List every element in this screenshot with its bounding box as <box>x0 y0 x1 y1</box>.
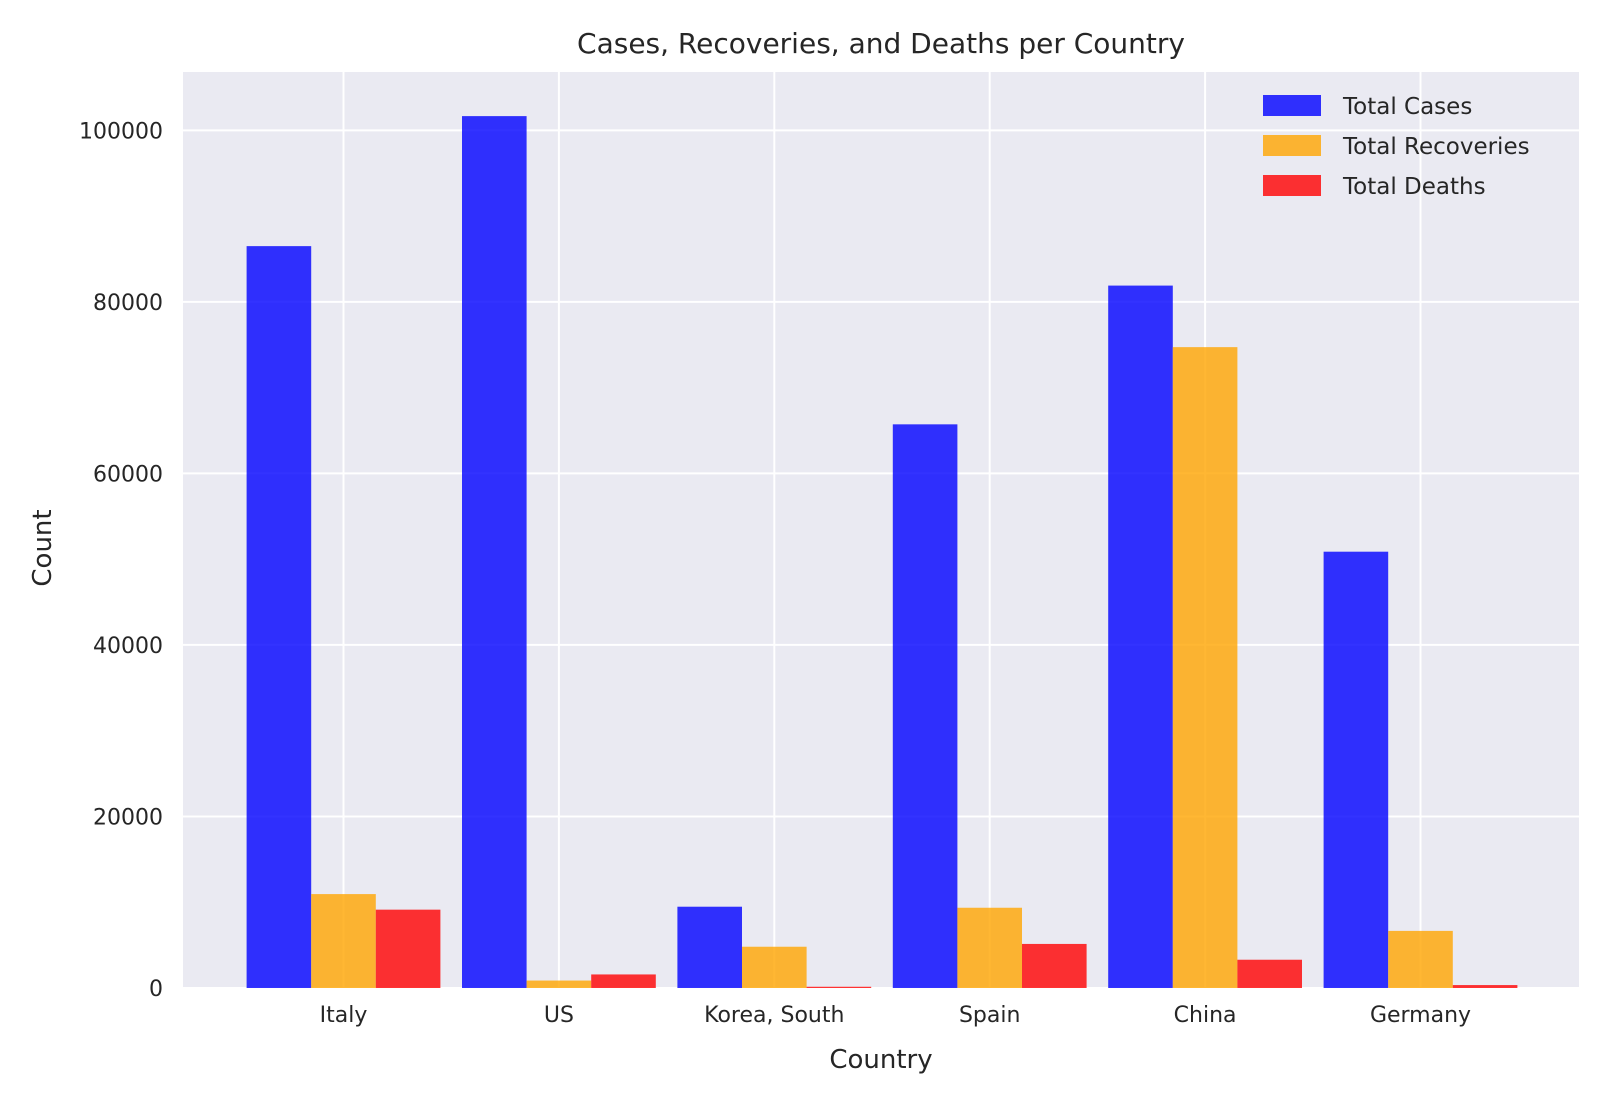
x-tick-label: Italy <box>320 1003 368 1028</box>
x-axis-title: Country <box>829 1045 932 1075</box>
x-tick-label: US <box>544 1003 574 1028</box>
y-tick-label: 0 <box>149 977 163 1002</box>
legend-label: Total Cases <box>1342 94 1472 120</box>
bar-total-recoveries-spain <box>957 907 1022 988</box>
chart-title: Cases, Recoveries, and Deaths per Countr… <box>577 27 1185 60</box>
bar-total-recoveries-korea-south <box>742 946 807 988</box>
bar-total-cases-us <box>462 116 527 989</box>
x-tick-labels: Italy US Korea, South Spain China Germany <box>320 1003 1471 1028</box>
bar-total-cases-italy <box>246 246 312 989</box>
y-tick-labels: 0 20000 40000 60000 80000 100000 <box>79 119 163 1002</box>
bar-total-recoveries-germany <box>1388 930 1453 988</box>
legend-swatch <box>1263 95 1321 116</box>
legend-swatch <box>1263 135 1321 156</box>
bar-total-cases-korea-south <box>677 906 742 988</box>
bar-total-deaths-korea-south <box>806 986 872 988</box>
legend: Total Cases Total Recoveries Total Deaths <box>1263 94 1530 200</box>
y-tick-label: 60000 <box>93 462 163 487</box>
x-tick-label: Spain <box>959 1003 1020 1028</box>
bar-total-deaths-italy <box>375 909 441 988</box>
bar-total-deaths-germany <box>1452 985 1518 988</box>
bar-total-recoveries-us <box>526 980 592 988</box>
bar-total-cases-spain <box>892 424 958 988</box>
y-tick-label: 40000 <box>93 634 163 659</box>
bar-total-recoveries-italy <box>311 894 376 988</box>
bar-total-cases-china <box>1108 285 1173 988</box>
bar-total-deaths-china <box>1237 959 1302 988</box>
y-axis-title: Count <box>28 509 58 586</box>
legend-swatch <box>1263 175 1321 196</box>
legend-label: Total Recoveries <box>1342 134 1530 160</box>
bar-total-deaths-us <box>591 974 656 988</box>
bars <box>246 116 1518 989</box>
bar-total-deaths-spain <box>1022 943 1087 988</box>
bar-total-recoveries-china <box>1172 347 1238 988</box>
y-tick-label: 100000 <box>79 119 163 144</box>
y-tick-label: 80000 <box>93 291 163 316</box>
x-tick-label: Korea, South <box>704 1003 844 1028</box>
x-tick-label: China <box>1174 1003 1237 1028</box>
y-tick-label: 20000 <box>93 805 163 830</box>
bar-total-cases-germany <box>1323 551 1389 988</box>
x-tick-label: Germany <box>1370 1003 1471 1028</box>
legend-label: Total Deaths <box>1342 174 1486 200</box>
